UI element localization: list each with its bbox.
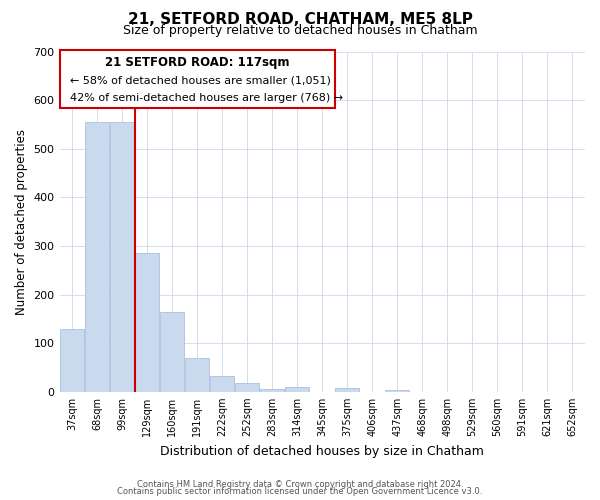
Bar <box>260 390 284 392</box>
Bar <box>110 122 134 392</box>
Text: 42% of semi-detached houses are larger (768) →: 42% of semi-detached houses are larger (… <box>70 94 343 104</box>
Bar <box>235 382 259 392</box>
X-axis label: Distribution of detached houses by size in Chatham: Distribution of detached houses by size … <box>160 444 484 458</box>
Text: 21 SETFORD ROAD: 117sqm: 21 SETFORD ROAD: 117sqm <box>105 56 290 69</box>
FancyBboxPatch shape <box>59 50 335 108</box>
Text: Contains HM Land Registry data © Crown copyright and database right 2024.: Contains HM Land Registry data © Crown c… <box>137 480 463 489</box>
Bar <box>210 376 234 392</box>
Bar <box>335 388 359 392</box>
Text: Size of property relative to detached houses in Chatham: Size of property relative to detached ho… <box>122 24 478 37</box>
Bar <box>85 122 109 392</box>
Text: ← 58% of detached houses are smaller (1,051): ← 58% of detached houses are smaller (1,… <box>70 76 331 86</box>
Y-axis label: Number of detached properties: Number of detached properties <box>15 128 28 314</box>
Bar <box>286 387 309 392</box>
Bar <box>135 254 159 392</box>
Text: 21, SETFORD ROAD, CHATHAM, ME5 8LP: 21, SETFORD ROAD, CHATHAM, ME5 8LP <box>128 12 472 28</box>
Bar <box>60 328 84 392</box>
Bar <box>160 312 184 392</box>
Text: Contains public sector information licensed under the Open Government Licence v3: Contains public sector information licen… <box>118 487 482 496</box>
Bar <box>385 390 409 392</box>
Bar <box>185 358 209 392</box>
